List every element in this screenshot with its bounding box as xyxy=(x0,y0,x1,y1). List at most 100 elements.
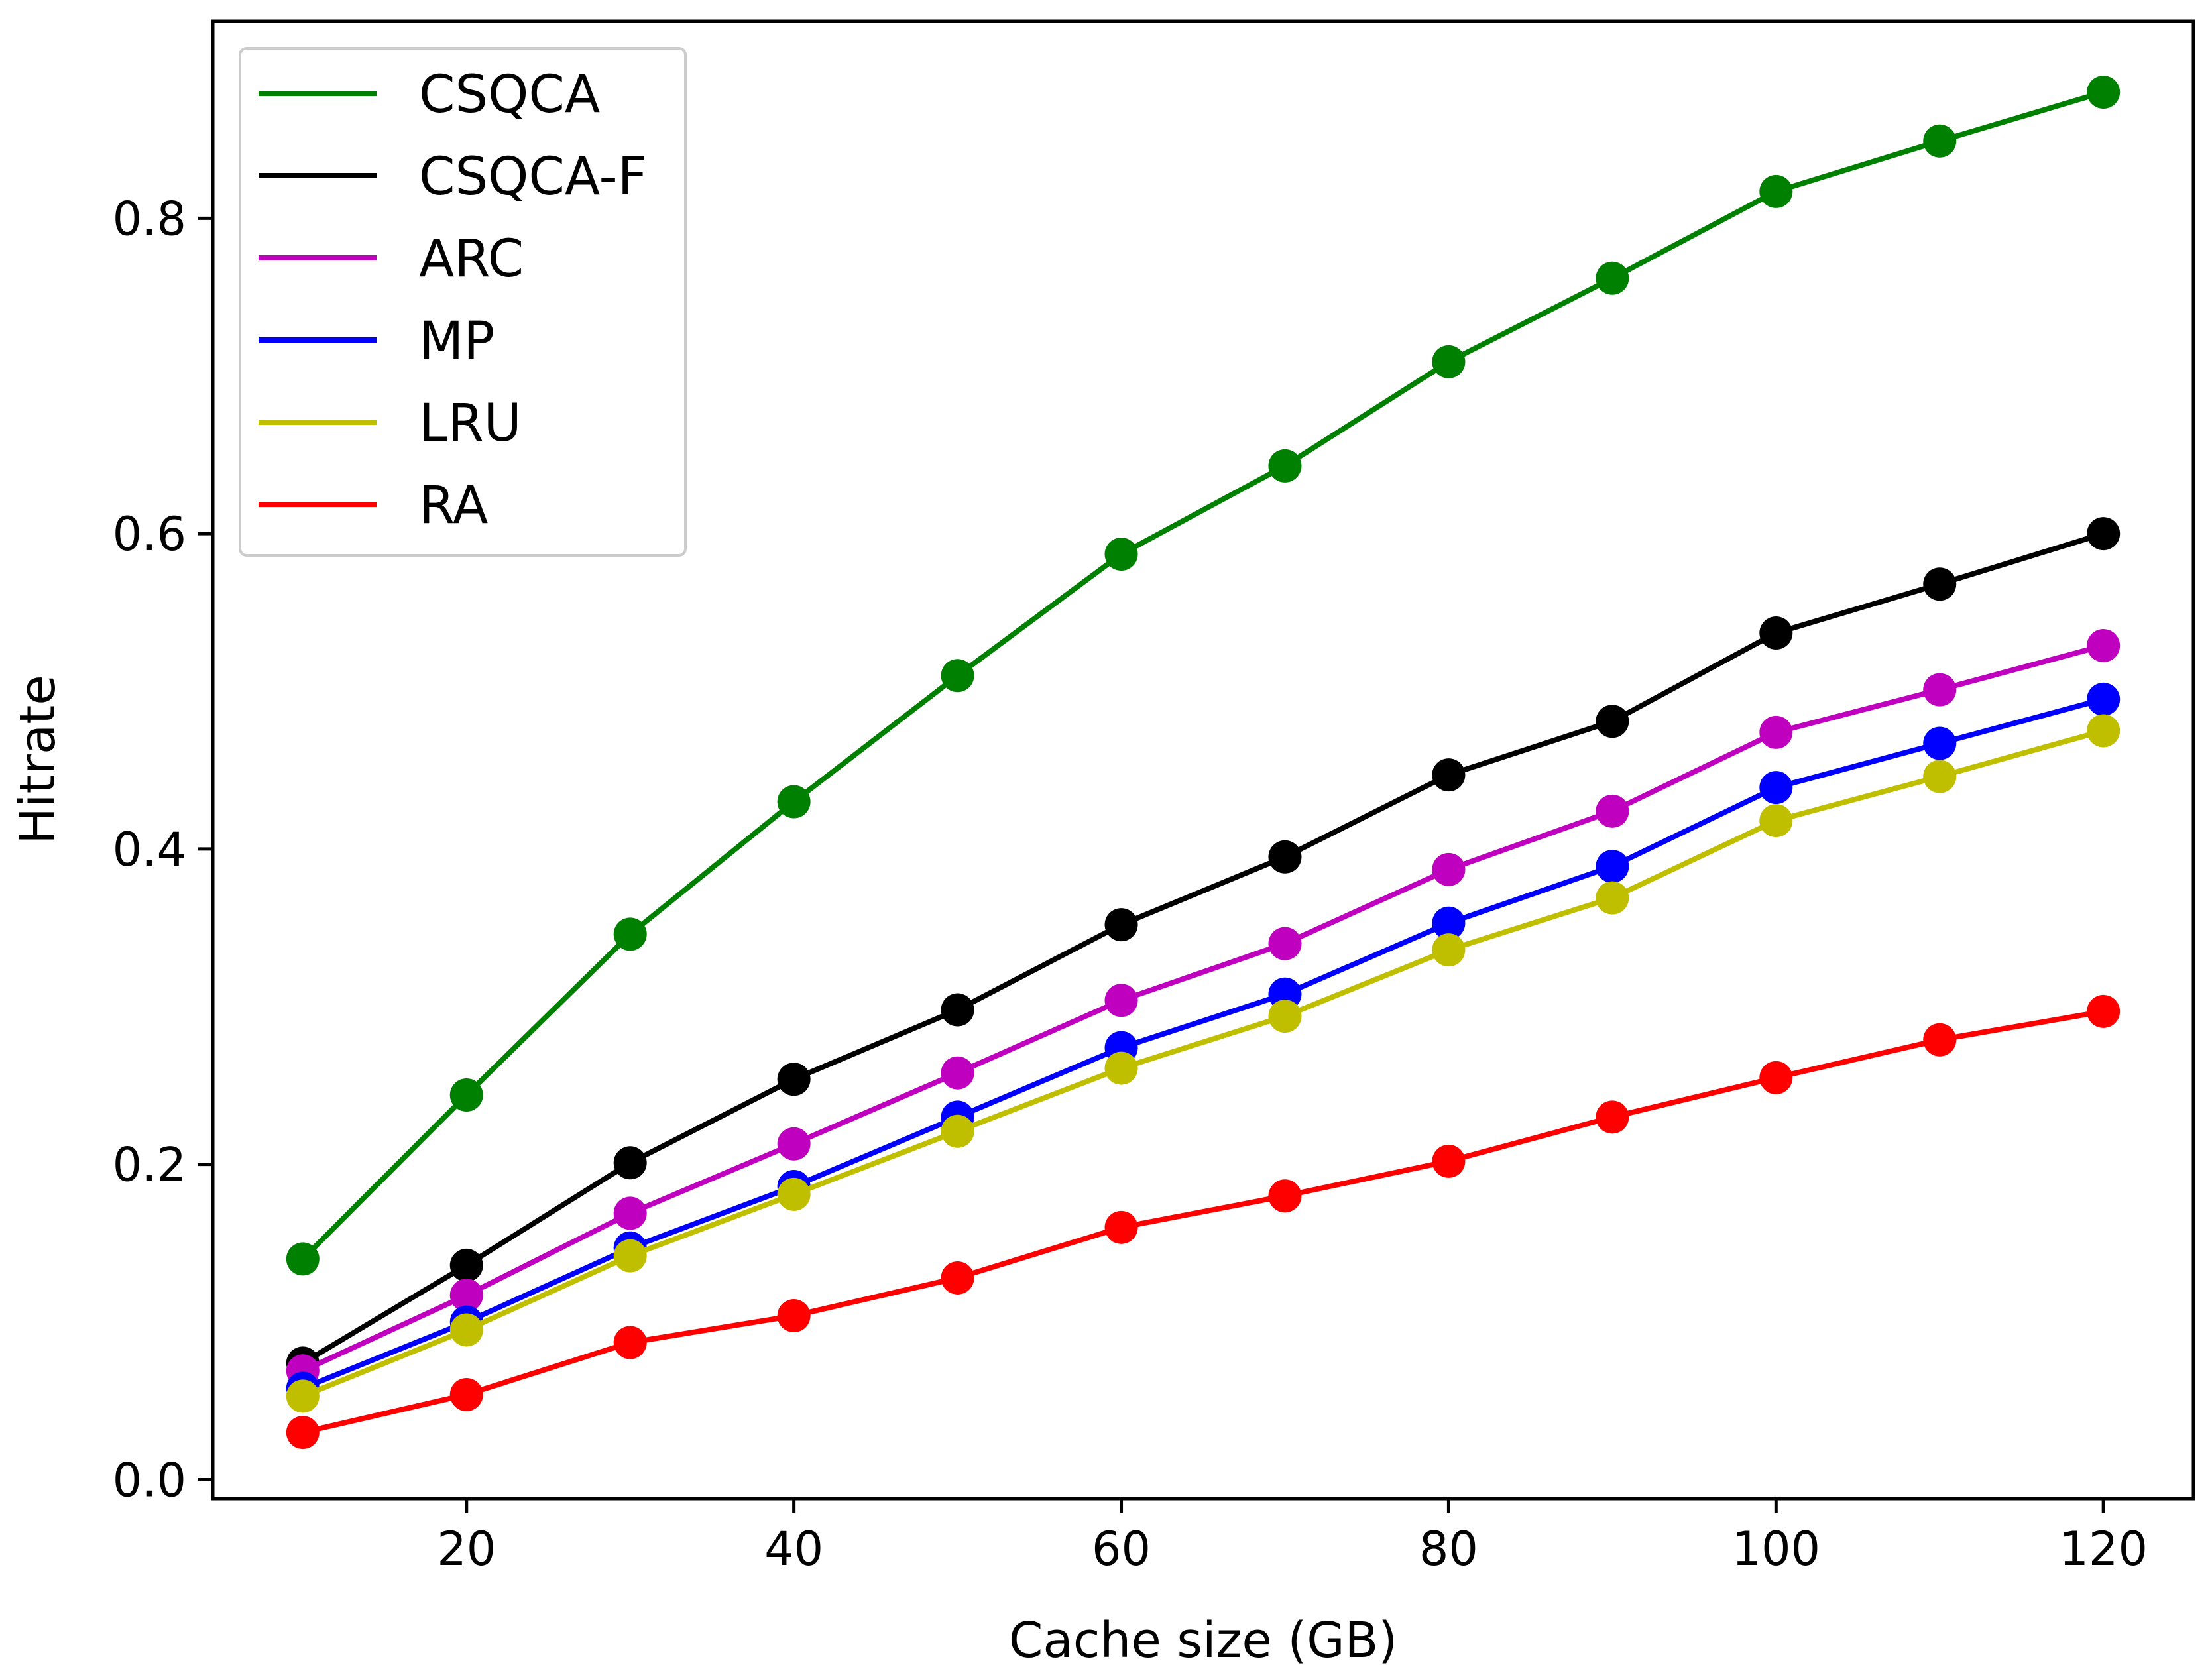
data-point xyxy=(2087,517,2121,551)
data-point xyxy=(1923,124,1957,158)
data-point xyxy=(449,1313,483,1347)
series-ra xyxy=(286,994,2121,1450)
series-line xyxy=(302,643,2105,1373)
series-line xyxy=(302,697,2105,1391)
data-point xyxy=(2087,682,2121,716)
legend-label: CSQCA xyxy=(419,65,600,125)
data-point xyxy=(1759,616,1793,650)
legend-label: CSQCA-F xyxy=(419,147,648,207)
data-point xyxy=(777,1063,811,1096)
legend-entry-ra: RA xyxy=(259,476,488,536)
series-csqca-f xyxy=(286,517,2121,1380)
plot-frame xyxy=(211,19,2195,1501)
series-line xyxy=(302,728,2105,1399)
data-point xyxy=(2087,629,2121,663)
data-point xyxy=(1923,673,1957,707)
legend-entry-mp: MP xyxy=(259,312,495,371)
data-point xyxy=(1923,567,1957,601)
data-point xyxy=(1596,850,1629,884)
data-point xyxy=(1759,804,1793,838)
y-tick-label: 0.4 xyxy=(113,823,186,877)
data-point xyxy=(941,1261,974,1295)
data-point xyxy=(1759,174,1793,208)
data-point xyxy=(1759,771,1793,805)
data-point xyxy=(1432,933,1466,967)
y-tick-label: 0.8 xyxy=(113,192,186,246)
data-point xyxy=(2087,76,2121,109)
data-point xyxy=(613,917,647,951)
data-point xyxy=(613,1196,647,1230)
data-point xyxy=(1432,1144,1466,1178)
legend-label: LRU xyxy=(419,394,522,453)
data-point xyxy=(777,1127,811,1161)
x-tick-label: 120 xyxy=(2059,1522,2148,1576)
data-point xyxy=(1596,705,1629,738)
legend-entry-csqca-f: CSQCA-F xyxy=(259,147,648,207)
legend-label: ARC xyxy=(419,229,524,289)
data-point xyxy=(941,659,974,693)
data-point xyxy=(1432,906,1466,940)
legend-entry-csqca: CSQCA xyxy=(259,65,600,125)
data-point xyxy=(1596,794,1629,828)
data-point xyxy=(1268,840,1302,874)
x-tick-label: 40 xyxy=(764,1522,823,1576)
data-point xyxy=(613,1239,647,1273)
y-tick-label: 0.0 xyxy=(113,1453,186,1507)
y-tick-label: 0.6 xyxy=(113,507,186,561)
legend-entry-lru: LRU xyxy=(259,394,522,453)
series-csqca xyxy=(286,76,2121,1276)
data-point xyxy=(777,1177,811,1211)
data-point xyxy=(941,1056,974,1090)
data-point xyxy=(777,785,811,819)
data-point xyxy=(1759,715,1793,749)
data-point xyxy=(1268,1179,1302,1213)
data-point xyxy=(941,993,974,1027)
data-point xyxy=(1923,760,1957,793)
data-point xyxy=(1104,908,1138,942)
series-lru xyxy=(286,714,2121,1413)
data-point xyxy=(1759,1061,1793,1094)
data-point xyxy=(1104,1210,1138,1244)
y-axis: 0.0 0.2 0.4 0.6 0.8 xyxy=(113,192,213,1507)
data-point xyxy=(1596,881,1629,915)
series-arc xyxy=(286,629,2121,1388)
legend-label: RA xyxy=(419,476,488,536)
legend-label: MP xyxy=(419,312,495,371)
data-point xyxy=(286,1416,320,1450)
data-point xyxy=(1268,449,1302,483)
data-point xyxy=(777,1299,811,1333)
x-tick-label: 60 xyxy=(1092,1522,1151,1576)
x-tick-label: 20 xyxy=(437,1522,496,1576)
data-point xyxy=(1432,345,1466,378)
data-point xyxy=(1432,758,1466,792)
series-line xyxy=(302,1008,2104,1435)
data-point xyxy=(1923,1023,1957,1057)
data-point xyxy=(286,1379,320,1413)
legend-entry-arc: ARC xyxy=(259,229,524,289)
legend: CSQCA CSQCA-F ARC MP LRU RA xyxy=(239,47,687,557)
data-point xyxy=(1596,1100,1629,1134)
data-point xyxy=(2087,714,2121,748)
series-line xyxy=(300,89,2105,1261)
series-layer xyxy=(286,76,2121,1450)
y-axis-label: Hitrate xyxy=(9,675,66,844)
data-point xyxy=(613,1146,647,1180)
data-point xyxy=(449,1377,483,1411)
x-tick-label: 80 xyxy=(1419,1522,1478,1576)
data-point xyxy=(1596,261,1629,295)
data-point xyxy=(1104,984,1138,1017)
legend-entries: CSQCA CSQCA-F ARC MP LRU RA xyxy=(259,65,648,536)
data-point xyxy=(1104,538,1138,571)
data-point xyxy=(2087,994,2121,1028)
data-point xyxy=(286,1242,320,1276)
data-point xyxy=(1923,726,1957,760)
x-tick-label: 100 xyxy=(1731,1522,1820,1576)
data-point xyxy=(449,1279,483,1312)
y-tick-label: 0.2 xyxy=(113,1138,186,1192)
x-axis-label: Cache size (GB) xyxy=(1009,1612,1398,1669)
data-point xyxy=(1268,927,1302,960)
data-point xyxy=(941,1114,974,1148)
x-axis: 20 40 60 80 100 120 xyxy=(437,1499,2148,1576)
